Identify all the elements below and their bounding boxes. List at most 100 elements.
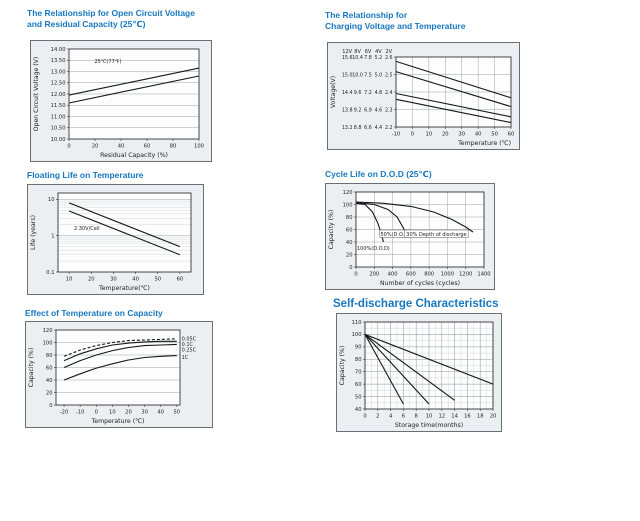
svg-text:400: 400	[388, 272, 398, 278]
svg-text:0: 0	[363, 414, 366, 420]
svg-text:80: 80	[346, 215, 353, 221]
svg-text:40: 40	[355, 407, 362, 413]
svg-text:40: 40	[346, 240, 353, 246]
chart-canvas-floating-life: 10 20 30 40 50 60 10 1 0.1 Temperature(℃) Life (ye…	[27, 184, 204, 295]
svg-text:6.6: 6.6	[364, 125, 372, 131]
svg-text:30: 30	[110, 277, 117, 283]
svg-text:100%(D.O.D): 100%(D.O.D)	[357, 246, 390, 252]
chart-canvas-open-circuit-voltage: 0 20 40 60 80 100 14.00 13.50 13.00 12.50 12.00 11.…	[30, 40, 212, 162]
svg-text:Voltage(V): Voltage(V)	[330, 76, 337, 108]
series-cycle-use-upper	[395, 60, 512, 99]
series-storage-line-3	[364, 333, 455, 401]
svg-text:1C: 1C	[182, 355, 189, 361]
chart-title-charging-voltage: The Relationship for Charging Voltage an…	[325, 10, 466, 32]
svg-text:0.05C: 0.05C	[182, 336, 197, 342]
svg-text:13.2: 13.2	[342, 125, 353, 131]
svg-text:7.5: 7.5	[364, 72, 372, 78]
svg-text:Capacity (%): Capacity (%)	[328, 210, 335, 250]
svg-text:0: 0	[354, 272, 357, 278]
svg-text:50: 50	[173, 410, 180, 416]
svg-text:1000: 1000	[441, 272, 454, 278]
chart-svg: 10 20 30 40 50 60 10 1 0.1 Temperature(℃) Life (ye…	[30, 192, 192, 292]
svg-text:Temperature(℃): Temperature(℃)	[98, 285, 150, 292]
series-storage-line-4	[364, 333, 494, 385]
svg-text:0: 0	[349, 265, 352, 271]
svg-text:60: 60	[346, 227, 353, 233]
series-dod-30	[355, 201, 474, 233]
svg-text:Open Circuit Voltage (V): Open Circuit Voltage (V)	[33, 57, 40, 132]
svg-text:11.50: 11.50	[51, 103, 66, 109]
series-storage-line-2	[364, 334, 430, 405]
svg-text:Residual Capacity (%): Residual Capacity (%)	[100, 152, 168, 159]
chart-title-temperature-capacity: Effect of Temperature on Capacity	[25, 308, 163, 318]
svg-text:12V: 12V	[342, 49, 352, 55]
series-storage-line-1	[364, 334, 404, 405]
svg-text:-20: -20	[60, 410, 68, 416]
svg-text:80: 80	[46, 353, 53, 359]
series-float-use-upper	[395, 92, 512, 118]
svg-text:1200: 1200	[459, 272, 472, 278]
svg-text:2.5: 2.5	[385, 72, 393, 78]
svg-text:Temperature (℃): Temperature (℃)	[457, 140, 511, 147]
svg-text:25℃(77℉): 25℃(77℉)	[95, 59, 122, 65]
svg-text:0.25C: 0.25C	[182, 348, 197, 354]
svg-text:-10: -10	[392, 132, 400, 138]
svg-text:800: 800	[424, 272, 434, 278]
svg-text:100: 100	[43, 340, 53, 346]
svg-text:20: 20	[88, 277, 95, 283]
svg-text:5.2: 5.2	[375, 55, 383, 61]
series-life-lower	[68, 210, 181, 256]
svg-text:4V: 4V	[375, 49, 382, 55]
svg-text:200: 200	[369, 272, 379, 278]
svg-text:120: 120	[343, 190, 353, 196]
svg-text:2.4: 2.4	[385, 90, 393, 96]
svg-text:70: 70	[355, 370, 362, 376]
svg-text:Temperature (℃): Temperature (℃)	[91, 418, 145, 425]
series-rate-0.05C	[63, 338, 177, 357]
svg-text:Capacity (%): Capacity (%)	[28, 348, 35, 388]
svg-text:6.9: 6.9	[364, 107, 372, 113]
svg-text:10.50: 10.50	[51, 126, 66, 132]
svg-text:20: 20	[490, 414, 497, 420]
series-rate-0.1C	[63, 340, 177, 362]
series-dod-50	[355, 202, 408, 238]
series-float-use-lower	[395, 98, 512, 124]
svg-text:10: 10	[48, 197, 55, 203]
svg-text:20: 20	[442, 132, 449, 138]
svg-text:1: 1	[51, 233, 54, 239]
svg-text:40: 40	[157, 410, 164, 416]
chart-svg: 0 200 400 600 800 1000 1200 1400120100806040200…	[328, 190, 491, 287]
svg-text:50: 50	[355, 394, 362, 400]
svg-text:18: 18	[477, 414, 484, 420]
svg-text:110: 110	[352, 320, 362, 326]
svg-text:80: 80	[355, 357, 362, 363]
svg-text:90: 90	[355, 345, 362, 351]
svg-text:100: 100	[194, 144, 204, 150]
chart-svg: 0 2 4 6 8 10 12 14 16 18 20 110 100 90 80 70 60 50 40 Stora…	[339, 320, 497, 429]
svg-text:13.50: 13.50	[51, 58, 66, 64]
chart-canvas-cycle-life: 0 200 400 600 800 1000 1200 1400 120 100 80 60 40 20 0…	[325, 183, 495, 290]
svg-text:10.00: 10.00	[51, 137, 66, 143]
svg-text:10: 10	[109, 410, 116, 416]
svg-text:14.4: 14.4	[342, 90, 353, 96]
series-ocv-lower	[68, 75, 200, 104]
series-rate-0.25C	[63, 343, 177, 369]
series-rate-1C	[63, 355, 177, 381]
svg-text:10: 10	[426, 132, 433, 138]
svg-text:2V: 2V	[385, 49, 392, 55]
svg-text:13.00: 13.00	[51, 69, 66, 75]
svg-text:6: 6	[402, 414, 405, 420]
svg-text:60: 60	[508, 132, 515, 138]
svg-text:2.6: 2.6	[385, 55, 393, 61]
svg-text:0.1C: 0.1C	[182, 342, 194, 348]
svg-text:20: 20	[125, 410, 132, 416]
svg-text:12: 12	[438, 414, 445, 420]
svg-text:9.6: 9.6	[354, 90, 362, 96]
svg-text:8.8: 8.8	[354, 125, 362, 131]
svg-text:4.6: 4.6	[375, 107, 383, 113]
svg-text:0.1: 0.1	[46, 270, 54, 276]
svg-text:14: 14	[451, 414, 458, 420]
svg-text:Storage time(months): Storage time(months)	[395, 422, 463, 429]
svg-text:2.3: 2.3	[385, 107, 393, 113]
